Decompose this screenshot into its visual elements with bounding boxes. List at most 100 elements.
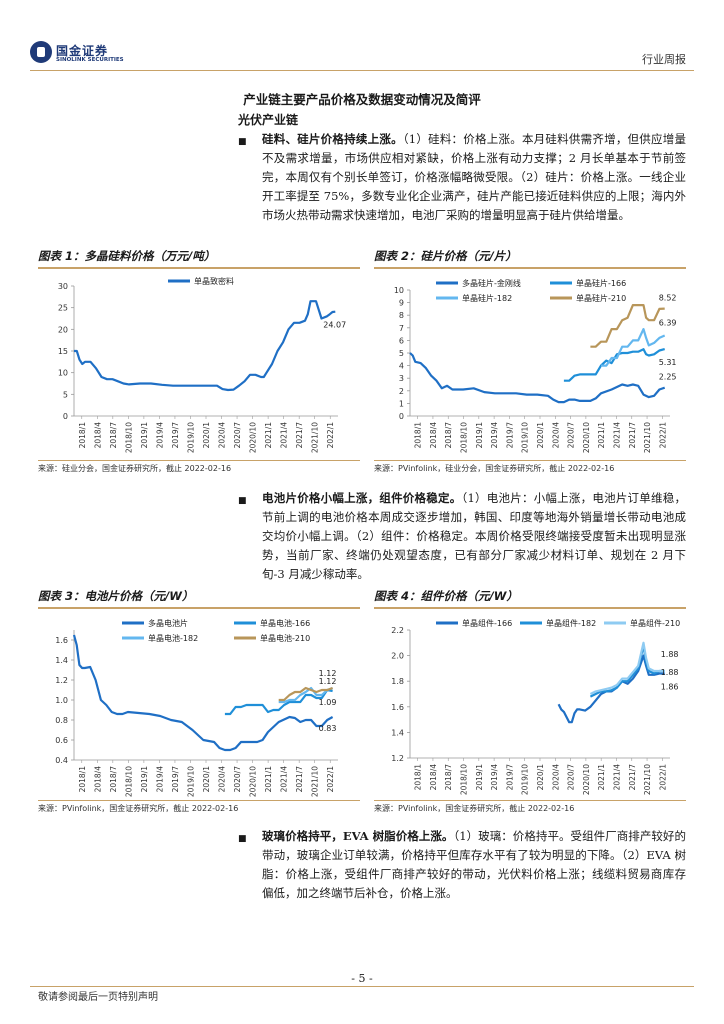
bullet-icon: ■ (238, 496, 247, 506)
fig2-x-tick-label: 2020/1 (536, 422, 545, 449)
fig3-x-tick-label: 2018/4 (93, 766, 102, 793)
fig3-series-line-2 (224, 688, 333, 716)
fig4-x-tick-label: 2021/1 (597, 764, 606, 791)
fig1-title: 图表 1：多晶硅料价格（万元/吨） (38, 249, 216, 263)
fig4-legend-label: 单晶组件-166 (462, 618, 512, 628)
bullet-icon: ■ (238, 137, 247, 147)
fig4-x-tick-label: 2019/7 (505, 764, 514, 791)
fig4-data-label: 1.88 (661, 668, 679, 677)
footer-divider (30, 986, 694, 987)
fig4-chart: 1.2 1.4 1.6 1.8 2.0 2.2 2018/1 2018/4 2018/7 2018… (391, 618, 680, 795)
fig2-x-tick-label: 2021/10 (643, 422, 652, 453)
fig2-series-line-3 (601, 327, 666, 367)
paragraph-glass: 玻璃价格持平，EVA 树脂价格上涨。（1）玻璃：价格持平。受组件厂商排产较好的带… (262, 827, 686, 903)
header-divider (30, 70, 694, 71)
fig2-y-tick-label: 10 (394, 286, 404, 295)
fig1-y-tick-label: 15 (58, 347, 68, 356)
paragraph-silicon: 硅料、硅片价格持续上涨。（1）硅料：价格上涨。本月硅料供需齐增，但供应增量不及需… (262, 130, 686, 225)
fig4-y-tick-label: 1.2 (391, 754, 404, 763)
report-type: 行业周报 (642, 53, 686, 66)
fig3-x-tick-label: 2020/4 (218, 766, 227, 793)
fig1-x-tick-label: 2018/1 (78, 422, 87, 449)
fig1-y-tick-label: 10 (58, 369, 68, 378)
fig2-series-line-2 (563, 348, 665, 382)
fig2-x-tick-label: 2019/10 (521, 422, 530, 453)
fig2-series-line-1 (409, 352, 666, 404)
fig3-x-tick-label: 2018/1 (78, 766, 87, 793)
fig4-x-tick-label: 2020/1 (536, 764, 545, 791)
fig1-y-tick-label: 30 (58, 282, 68, 291)
fig3-data-label: 0.83 (319, 724, 337, 733)
page-number: - 5 - (351, 972, 373, 985)
logo-mark-icon (30, 41, 52, 63)
fig4-x-tick-label: 2018/7 (444, 764, 453, 791)
fig4-y-tick-label: 1.8 (391, 677, 404, 686)
fig2-legend-label: 单晶硅片-182 (462, 293, 512, 303)
fig2-y-tick-label: 9 (399, 299, 404, 308)
fig3-x-tick-label: 2019/4 (155, 766, 164, 793)
fig2-data-label: 5.31 (659, 358, 677, 367)
fig4-y-tick-label: 2.2 (391, 626, 404, 635)
fig4-source: 来源：PVinfolink，国金证券研究所，截止 2022-02-16 (374, 804, 575, 813)
fig3-data-label: 1.12 (319, 677, 337, 686)
fig3-x-tick-label: 2021/7 (295, 766, 304, 793)
fig2-x-tick-label: 2019/4 (490, 422, 499, 449)
fig1-x-tick-label: 2020/7 (233, 422, 242, 449)
fig2-y-tick-label: 5 (399, 349, 404, 358)
fig2-y-tick-label: 8 (399, 311, 404, 320)
fig4-legend-label: 单晶组件-182 (546, 618, 596, 628)
fig2-top-rule (374, 267, 686, 269)
paragraph-cell-lead: 电池片价格小幅上涨，组件价格稳定。 (262, 491, 462, 505)
fig2-y-tick-label: 7 (399, 324, 404, 333)
fig4-x-tick-label: 2021/10 (643, 764, 652, 795)
fig2-chart: 0 1 2 3 4 5 6 7 8 9 10 2018/1 2018/4 2018/7 2018/10 201… (394, 278, 677, 453)
fig4-x-tick-label: 2019/1 (475, 764, 484, 791)
fig3-x-tick-label: 2021/1 (264, 766, 273, 793)
fig1-x-tick-label: 2020/4 (218, 422, 227, 449)
fig3-x-tick-label: 2019/7 (171, 766, 180, 793)
fig2-x-tick-label: 2021/1 (597, 422, 606, 449)
fig1-y-tick-label: 0 (63, 412, 68, 421)
paragraph-cell-body: （1）电池片：小幅上涨，电池片订单维稳，节前上调的电池价格本周成交逐步增加，韩国… (262, 491, 686, 581)
bullet-icon: ■ (238, 834, 247, 844)
fig3-legend-label: 单晶电池-182 (148, 633, 198, 643)
fig3-x-tick-label: 2021/10 (311, 766, 320, 797)
fig2-x-tick-label: 2022/1 (658, 422, 667, 449)
fig2-x-tick-label: 2020/10 (582, 422, 591, 453)
fig2-data-label: 8.52 (659, 294, 677, 303)
fig1-x-tick-label: 2022/1 (326, 422, 335, 449)
fig2-source: 来源：PVinfolink，硅业分会，国金证券研究所，截止 2022-02-16 (374, 464, 615, 473)
fig4-x-tick-label: 2020/7 (567, 764, 576, 791)
fig3-y-tick-label: 0.6 (55, 736, 68, 745)
fig2-x-tick-label: 2018/10 (460, 422, 469, 453)
subsection-title: 光伏产业链 (238, 113, 299, 127)
fig4-x-tick-label: 2018/10 (460, 764, 469, 795)
fig3-x-tick-label: 2021/4 (280, 766, 289, 793)
fig3-legend-label: 多晶电池片 (148, 618, 188, 628)
fig4-x-tick-label: 2020/10 (582, 764, 591, 795)
fig1-x-tick-label: 2019/4 (155, 422, 164, 449)
fig2-data-label: 2.25 (659, 373, 677, 382)
fig2-y-tick-label: 3 (399, 374, 404, 383)
fig4-x-tick-label: 2018/1 (414, 764, 423, 791)
fig1-legend-label: 单晶致密料 (194, 276, 234, 286)
fig3-data-label: 1.09 (319, 698, 337, 707)
logo-en-text: SINOLINK SECURITIES (56, 57, 124, 63)
fig3-y-tick-label: 1.4 (55, 656, 68, 665)
fig1-y-tick-label: 20 (58, 325, 68, 334)
fig4-x-tick-label: 2022/1 (658, 764, 667, 791)
fig1-x-tick-label: 2021/7 (295, 422, 304, 449)
fig1-series-line-1 (74, 300, 336, 392)
fig3-chart: 0.4 0.6 0.8 1.0 1.2 1.4 1.6 2018/1 2018/4 2018/7 2… (55, 618, 338, 797)
fig1-x-tick-label: 2020/1 (202, 422, 211, 449)
fig2-title: 图表 2：硅片价格（元/片） (374, 249, 517, 263)
fig4-series-line-3 (589, 641, 665, 695)
fig1-x-tick-label: 2019/1 (140, 422, 149, 449)
fig3-x-tick-label: 2022/1 (326, 766, 335, 793)
company-logo: 国金证券 SINOLINK SECURITIES (30, 41, 130, 67)
fig4-bottom-rule (374, 800, 686, 801)
fig4-data-label: 1.88 (661, 650, 679, 659)
section-title: 产业链主要产品价格及数据变动情况及简评 (243, 92, 481, 107)
fig1-y-tick-label: 5 (63, 390, 68, 399)
fig3-y-tick-label: 0.4 (55, 756, 68, 765)
